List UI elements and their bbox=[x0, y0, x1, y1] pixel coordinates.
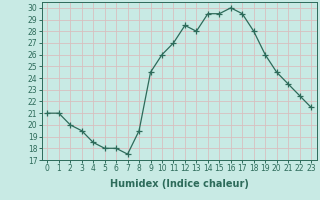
X-axis label: Humidex (Indice chaleur): Humidex (Indice chaleur) bbox=[110, 179, 249, 189]
